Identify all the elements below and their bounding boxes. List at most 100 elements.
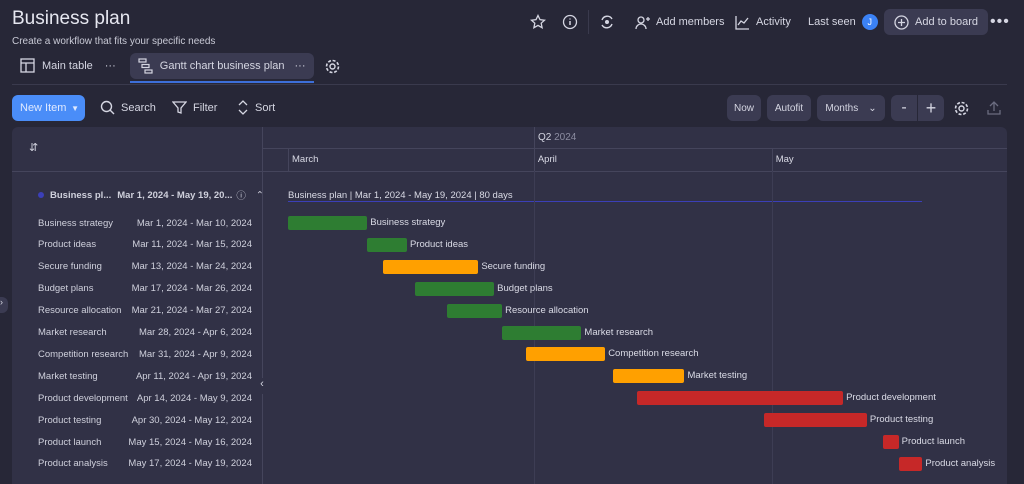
- info-icon[interactable]: ⓘ: [236, 191, 246, 202]
- now-button[interactable]: Now: [727, 95, 761, 121]
- task-name: Product testing: [38, 414, 102, 426]
- group-bar-label: Business plan | Mar 1, 2024 - May 19, 20…: [288, 190, 513, 201]
- add-to-board-label: Add to board: [915, 16, 978, 28]
- collapse-panel-icon[interactable]: ‹: [256, 378, 268, 394]
- more-options-icon[interactable]: •••: [990, 13, 1010, 30]
- task-bar[interactable]: [288, 216, 368, 230]
- divider: [588, 10, 589, 34]
- task-bar[interactable]: [446, 303, 503, 318]
- task-row[interactable]: Product testing Apr 30, 2024 - May 12, 20…: [38, 410, 252, 430]
- task-bar[interactable]: [502, 325, 582, 340]
- month-label: March: [292, 154, 319, 165]
- task-bar[interactable]: [763, 413, 867, 428]
- task-name: Product ideas: [38, 239, 97, 251]
- zoom-in-button[interactable]: +: [918, 95, 944, 121]
- zoom-out-button[interactable]: -: [891, 95, 917, 121]
- task-bar-label: Product testing: [869, 414, 934, 426]
- sort-icon: [237, 100, 249, 115]
- task-row[interactable]: Budget plans Mar 17, 2024 - Mar 26, 2024: [38, 279, 252, 299]
- star-icon[interactable]: [530, 10, 546, 34]
- activity-chart-icon: [735, 15, 750, 30]
- new-item-button[interactable]: New Item ▼: [12, 95, 85, 121]
- task-bar[interactable]: [613, 369, 685, 384]
- tab-label: Gantt chart business plan: [159, 60, 285, 72]
- task-dates: Mar 13, 2024 - Mar 24, 2024: [131, 261, 252, 273]
- task-dates: Mar 17, 2024 - Mar 26, 2024: [131, 283, 252, 295]
- last-seen[interactable]: Last seen J: [808, 10, 878, 34]
- gantt-icon: [138, 58, 154, 74]
- task-dates: May 15, 2024 - May 16, 2024: [128, 436, 252, 448]
- sync-icon[interactable]: [599, 10, 615, 34]
- export-icon[interactable]: [986, 100, 1002, 116]
- activity-button[interactable]: Activity: [735, 10, 791, 34]
- task-dates: Mar 11, 2024 - Mar 15, 2024: [132, 239, 252, 251]
- task-bar-label: Budget plans: [497, 282, 553, 294]
- view-settings-icon[interactable]: [324, 58, 341, 75]
- task-bar-label: Product analysis: [925, 457, 996, 469]
- gantt-settings-icon[interactable]: [953, 100, 970, 117]
- task-dates: Apr 30, 2024 - May 12, 2024: [131, 414, 252, 426]
- task-row[interactable]: Market testing Apr 11, 2024 - Apr 19, 202…: [38, 366, 252, 386]
- expand-sidebar-icon[interactable]: ›: [0, 297, 8, 313]
- task-dates: Mar 1, 2024 - Mar 10, 2024: [136, 217, 252, 229]
- task-name: Market testing: [38, 370, 98, 382]
- chevron-down-icon: ⌄: [868, 102, 877, 114]
- month-gridline: [771, 171, 773, 484]
- filter-button[interactable]: Filter: [172, 100, 217, 115]
- quarter-year: 2024: [554, 132, 577, 143]
- divider: [12, 84, 1007, 85]
- search-button[interactable]: Search: [100, 100, 156, 115]
- task-bar-label: Secure funding: [481, 260, 546, 272]
- task-row[interactable]: Competition research Mar 31, 2024 - Apr 9…: [38, 344, 252, 364]
- task-bar[interactable]: [367, 237, 407, 252]
- tab-gantt-chart[interactable]: Gantt chart business plan ···: [129, 53, 314, 83]
- tab-menu-icon[interactable]: ···: [104, 60, 116, 72]
- page-title: Business plan: [12, 8, 131, 29]
- task-bar-label: Product launch: [901, 436, 965, 447]
- info-icon[interactable]: [562, 10, 578, 34]
- tab-main-table[interactable]: Main table ···: [12, 53, 124, 79]
- task-row[interactable]: Resource allocation Mar 21, 2024 - Mar 27…: [38, 301, 252, 321]
- add-members-label: Add members: [656, 16, 725, 28]
- task-name: Resource allocation: [38, 305, 122, 317]
- chevron-up-icon[interactable]: ⌃: [255, 189, 264, 201]
- task-dates: May 17, 2024 - May 19, 2024: [128, 458, 252, 470]
- task-bar[interactable]: [636, 391, 844, 406]
- task-name: Product analysis: [38, 458, 108, 470]
- task-bar[interactable]: [383, 259, 479, 274]
- filter-icon: [172, 100, 187, 115]
- scale-dropdown[interactable]: Months ⌄: [817, 95, 885, 121]
- task-bar[interactable]: [898, 456, 923, 471]
- table-home-icon: [20, 58, 36, 74]
- divider: [12, 171, 1007, 172]
- task-row[interactable]: Product ideas Mar 11, 2024 - Mar 15, 2024: [38, 235, 252, 255]
- task-row[interactable]: Product development Apr 14, 2024 - May 9,…: [38, 388, 252, 408]
- task-row[interactable]: Product launch May 15, 2024 - May 16, 202…: [38, 432, 252, 452]
- task-name: Product launch: [38, 436, 102, 448]
- add-person-icon: [635, 15, 650, 30]
- collapse-rows-icon[interactable]: ⇵: [29, 142, 39, 154]
- view-tabs: Main table ··· Gantt chart business plan ·…: [12, 53, 341, 83]
- group-row[interactable]: Business pl... Mar 1, 2024 - May 19, 20.…: [38, 185, 264, 205]
- quarter: Q2: [538, 132, 552, 143]
- plus-circle-icon: [894, 14, 909, 30]
- task-name: Product development: [38, 392, 128, 404]
- add-to-board-button[interactable]: Add to board: [884, 9, 988, 35]
- tab-menu-icon[interactable]: ···: [294, 60, 306, 72]
- task-row[interactable]: Product analysis May 17, 2024 - May 19, 2…: [38, 454, 252, 474]
- autofit-button[interactable]: Autofit: [767, 95, 811, 121]
- group-bar[interactable]: [288, 201, 922, 202]
- task-bar[interactable]: [882, 435, 899, 449]
- task-row[interactable]: Secure funding Mar 13, 2024 - Mar 24, 202…: [38, 257, 252, 277]
- task-dates: Mar 21, 2024 - Mar 27, 2024: [131, 305, 252, 317]
- task-name: Business strategy: [38, 217, 113, 229]
- sort-button[interactable]: Sort: [237, 100, 275, 115]
- task-row[interactable]: Business strategy Mar 1, 2024 - Mar 10, 2…: [38, 213, 252, 233]
- caret-down-icon[interactable]: ▼: [71, 103, 79, 113]
- task-row[interactable]: Market research Mar 28, 2024 - Apr 6, 202…: [38, 323, 252, 343]
- task-dates: Mar 28, 2024 - Apr 6, 2024: [138, 327, 252, 338]
- month-label: May: [775, 154, 794, 165]
- task-bar[interactable]: [414, 281, 495, 296]
- task-bar[interactable]: [525, 347, 606, 362]
- add-members-button[interactable]: Add members: [635, 10, 724, 34]
